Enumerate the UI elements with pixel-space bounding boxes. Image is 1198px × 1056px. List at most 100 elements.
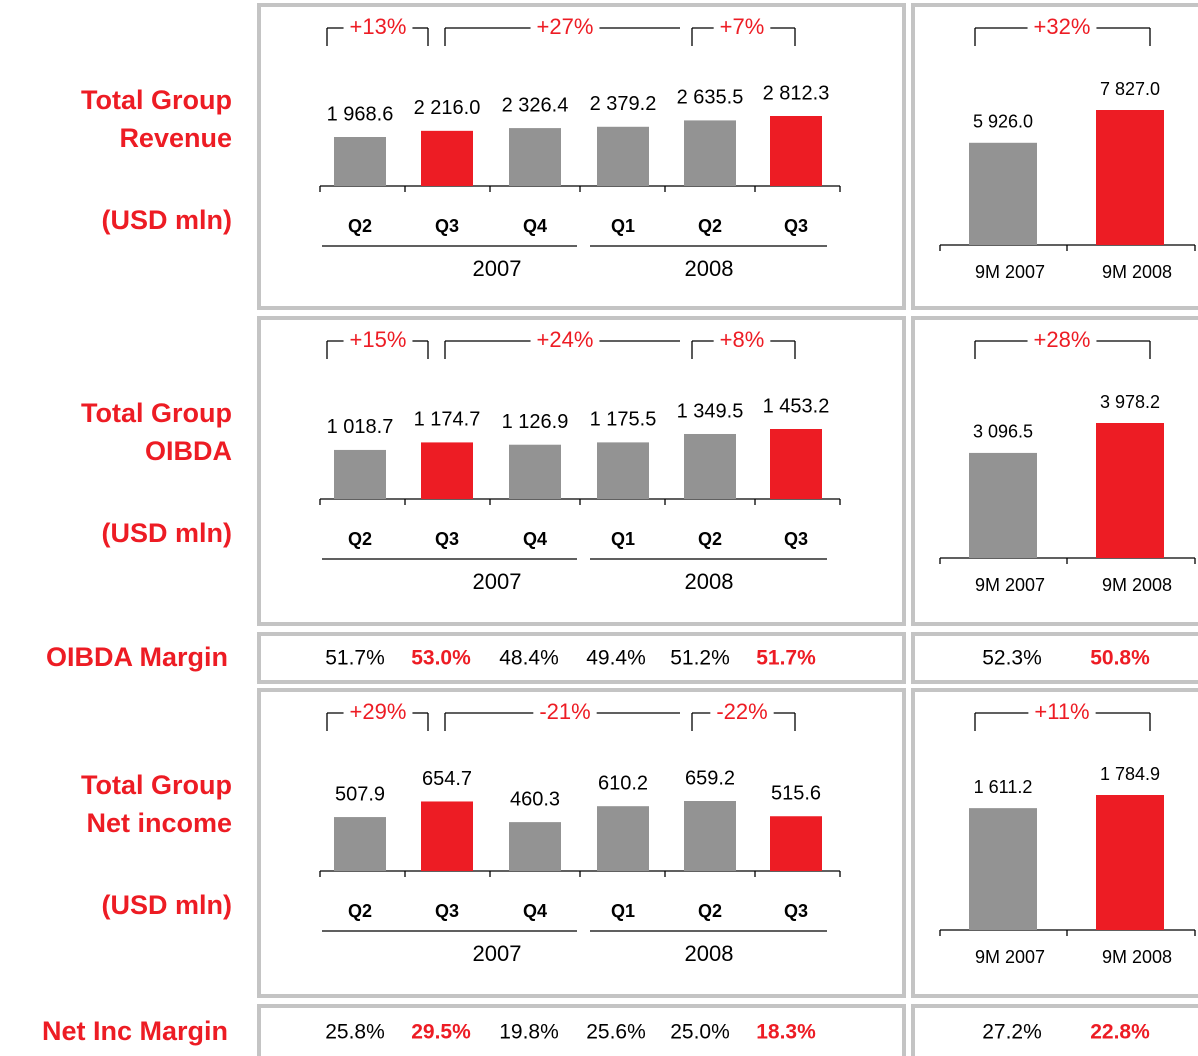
margin-value: 51.2% xyxy=(670,647,730,670)
x-tick-label: Q3 xyxy=(784,216,808,236)
bar xyxy=(597,806,649,871)
row-label: (USD mln) xyxy=(102,890,233,920)
growth-label: +29% xyxy=(350,699,407,724)
value-label: 2 379.2 xyxy=(590,93,657,115)
bar xyxy=(770,429,822,499)
x-tick-label: Q2 xyxy=(698,901,722,921)
row-label: Net income xyxy=(86,808,232,838)
value-label: 2 812.3 xyxy=(763,82,830,104)
bar xyxy=(509,822,561,871)
value-label: 1 611.2 xyxy=(974,777,1033,797)
growth-label: +32% xyxy=(1034,14,1091,39)
growth-label: +27% xyxy=(537,14,594,39)
margin-value: 48.4% xyxy=(499,647,559,670)
row-label: Revenue xyxy=(119,123,232,153)
growth-label: +8% xyxy=(720,327,765,352)
bar xyxy=(969,808,1037,930)
bar xyxy=(969,142,1037,245)
margin-value: 51.7% xyxy=(325,647,385,670)
value-label: 2 635.5 xyxy=(677,87,744,109)
panel xyxy=(257,316,906,626)
x-tick-label: Q1 xyxy=(611,216,635,236)
panel xyxy=(257,3,906,310)
growth-label: -22% xyxy=(716,699,767,724)
panel xyxy=(911,3,1198,310)
row-label: OIBDA xyxy=(145,436,232,466)
value-label: 1 175.5 xyxy=(590,409,657,431)
margin-value: 51.7% xyxy=(756,647,816,670)
bar xyxy=(597,126,649,186)
x-tick-label: Q3 xyxy=(784,529,808,549)
bar xyxy=(684,120,736,186)
growth-label: +15% xyxy=(350,327,407,352)
x-tick-label: 9M 2008 xyxy=(1102,947,1172,967)
bar xyxy=(334,137,386,186)
growth-label: +28% xyxy=(1034,327,1091,352)
value-label: 3 978.2 xyxy=(1100,392,1160,412)
row-label: (USD mln) xyxy=(102,518,233,548)
panel xyxy=(911,688,1198,998)
bar xyxy=(969,452,1037,558)
bar xyxy=(1096,423,1164,558)
panel xyxy=(911,632,1198,684)
value-label: 1 174.7 xyxy=(414,409,481,431)
x-tick-label: Q3 xyxy=(435,901,459,921)
x-tick-label: Q1 xyxy=(611,901,635,921)
group-label: 2008 xyxy=(685,941,734,966)
bar xyxy=(509,128,561,186)
bar xyxy=(770,116,822,186)
row-label: Total Group xyxy=(81,770,232,800)
bar xyxy=(334,817,386,871)
growth-label: +7% xyxy=(720,14,765,39)
value-label: 1 018.7 xyxy=(327,416,394,438)
group-label: 2008 xyxy=(685,256,734,281)
x-tick-label: 9M 2007 xyxy=(975,575,1045,595)
row-label: (USD mln) xyxy=(102,205,233,235)
bar xyxy=(1096,110,1164,245)
value-label: 460.3 xyxy=(510,788,560,810)
row-label: OIBDA Margin xyxy=(46,642,228,672)
value-label: 2 326.4 xyxy=(502,94,569,116)
bar xyxy=(770,816,822,871)
x-tick-label: Q4 xyxy=(523,529,547,549)
x-tick-label: Q2 xyxy=(348,216,372,236)
row-label: Total Group xyxy=(81,398,232,428)
x-tick-label: Q3 xyxy=(435,216,459,236)
growth-label: +11% xyxy=(1034,699,1089,724)
margin-value: 25.8% xyxy=(325,1021,385,1044)
group-label: 2007 xyxy=(473,569,522,594)
value-label: 659.2 xyxy=(685,767,735,789)
value-label: 3 096.5 xyxy=(973,422,1033,442)
margin-value: 27.2% xyxy=(982,1021,1042,1044)
panels xyxy=(257,3,1198,1056)
value-label: 1 784.9 xyxy=(1100,764,1160,784)
margin-value: 50.8% xyxy=(1090,647,1150,670)
x-tick-label: Q3 xyxy=(784,901,808,921)
bar xyxy=(334,449,386,499)
margin-value: 49.4% xyxy=(586,647,646,670)
x-tick-label: Q3 xyxy=(435,529,459,549)
group-label: 2007 xyxy=(473,256,522,281)
value-label: 7 827.0 xyxy=(1100,79,1160,99)
panel xyxy=(257,632,906,684)
panel xyxy=(911,316,1198,626)
x-tick-label: Q2 xyxy=(698,216,722,236)
margin-value: 18.3% xyxy=(756,1021,816,1044)
group-label: 2007 xyxy=(473,941,522,966)
x-tick-label: Q2 xyxy=(348,901,372,921)
value-label: 1 349.5 xyxy=(677,400,744,422)
panel xyxy=(257,1004,906,1056)
group-label: 2008 xyxy=(685,569,734,594)
value-label: 507.9 xyxy=(335,783,385,805)
margin-value: 25.0% xyxy=(670,1021,730,1044)
value-label: 654.7 xyxy=(422,768,472,790)
x-tick-label: Q2 xyxy=(698,529,722,549)
value-label: 610.2 xyxy=(598,772,648,794)
margin-value: 22.8% xyxy=(1090,1021,1150,1044)
bar xyxy=(421,442,473,499)
x-tick-label: Q4 xyxy=(523,901,547,921)
bar xyxy=(421,130,473,186)
row-label: Net Inc Margin xyxy=(42,1016,228,1046)
growth-label: +24% xyxy=(537,327,594,352)
